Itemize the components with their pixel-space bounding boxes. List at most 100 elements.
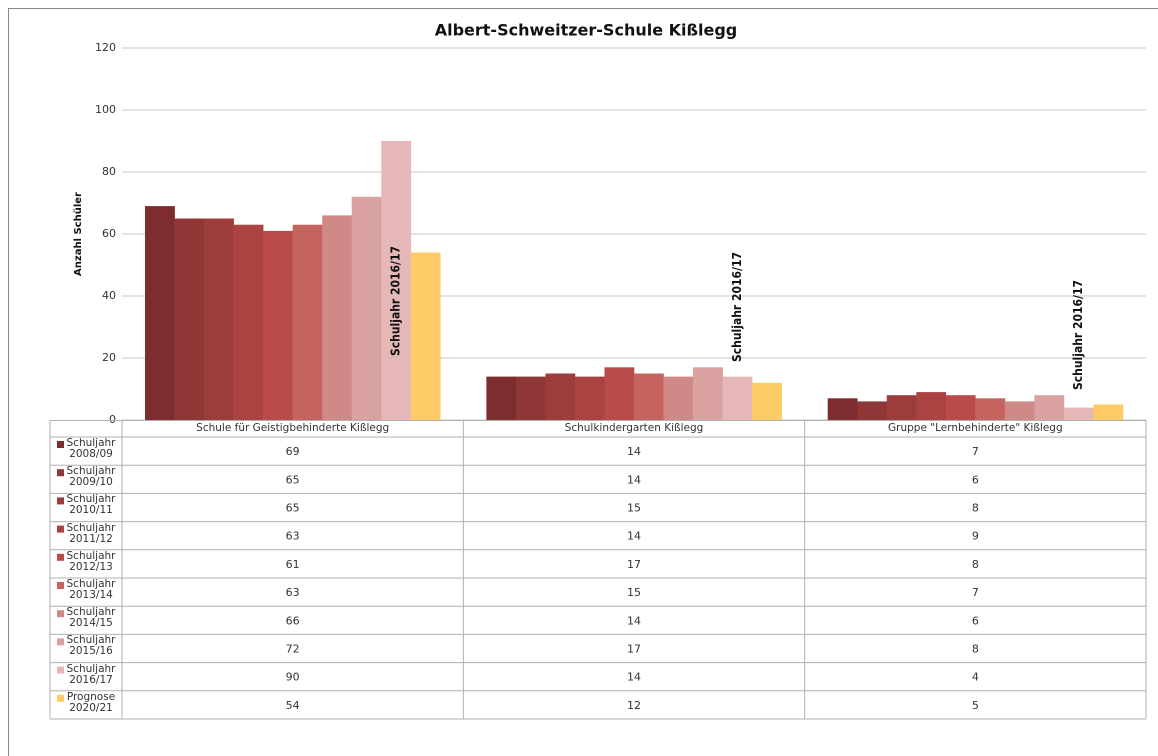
bar	[1034, 395, 1065, 420]
table-value: 65	[286, 502, 300, 515]
table-value: 14	[627, 445, 641, 458]
legend-swatch	[57, 469, 64, 477]
bar	[634, 373, 664, 420]
table-value: 72	[286, 643, 300, 656]
table-value: 4	[972, 671, 979, 684]
y-tick-label: 20	[102, 351, 116, 364]
table-value: 54	[286, 699, 300, 712]
table-value: 14	[627, 671, 641, 684]
y-tick-label: 80	[102, 165, 116, 178]
bar	[916, 392, 947, 420]
x-tick-label: Schulkindergarten Kißlegg	[565, 422, 704, 434]
table-value: 63	[286, 530, 300, 543]
bar	[827, 398, 858, 420]
bar	[515, 376, 546, 420]
legend-swatch	[57, 666, 64, 674]
legend-label: Schuljahr 2011/12	[66, 522, 116, 545]
legend-label: Schuljahr 2009/10	[66, 466, 116, 489]
legend-label: Schuljahr 2013/14	[66, 579, 116, 601]
table-value: 14	[627, 614, 641, 627]
legend-label: Schuljahr 2010/11	[66, 494, 116, 517]
legend-swatch	[57, 582, 64, 589]
bar	[975, 398, 1006, 420]
annotation: Schuljahr 2016/17	[389, 246, 403, 356]
bar	[857, 401, 888, 420]
bar	[1093, 404, 1124, 420]
legend-label-box: Schuljahr 2008/09	[66, 438, 116, 460]
y-tick-label: 100	[95, 103, 116, 116]
table-value: 12	[627, 699, 641, 712]
legend-swatch	[57, 441, 64, 448]
legend-label-box: Schuljahr 2011/12	[66, 522, 116, 545]
legend-label-box: Schuljahr 2010/11	[66, 494, 116, 517]
bar	[351, 196, 382, 420]
table-value: 69	[286, 445, 300, 458]
bar	[693, 367, 723, 420]
legend-label-box: Schuljahr 2013/14	[66, 579, 116, 601]
legend-label-box: Schuljahr 2015/16	[66, 635, 116, 658]
bar	[886, 395, 917, 420]
legend-label: Schuljahr 2016/17	[66, 663, 116, 686]
legend-label-box: Schuljahr 2009/10	[66, 466, 116, 489]
table-value: 66	[286, 614, 300, 627]
x-tick-label: Schule für Geistigbehinderte Kißlegg	[196, 422, 389, 434]
table-value: 65	[286, 473, 300, 486]
table-value: 17	[627, 643, 641, 656]
bar	[545, 373, 576, 420]
frame	[8, 8, 1158, 756]
legend-swatch	[57, 553, 64, 561]
bar	[145, 206, 175, 420]
bar	[486, 376, 517, 420]
bar	[722, 376, 753, 420]
legend-label: Schuljahr 2008/09	[66, 438, 116, 460]
legend-label-box: Schuljahr 2012/13	[66, 550, 116, 573]
table-value: 6	[972, 473, 979, 486]
bar	[604, 367, 635, 420]
table-value: 90	[286, 671, 300, 684]
table-value: 14	[627, 473, 641, 486]
legend-swatch	[57, 497, 64, 505]
table-value: 15	[627, 502, 641, 515]
chart-title: Albert-Schweitzer-Schule Kißlegg	[435, 21, 738, 40]
bar	[233, 224, 264, 420]
legend-label: Prognose 2020/21	[66, 691, 116, 714]
legend-label: Schuljahr 2014/15	[66, 607, 116, 630]
table-value: 15	[627, 586, 641, 599]
legend-label: Schuljahr 2015/16	[66, 635, 116, 658]
table-value: 63	[286, 586, 300, 599]
legend-label: Schuljahr 2012/13	[66, 550, 116, 573]
table-value: 61	[286, 558, 300, 571]
y-tick-label: 0	[109, 413, 116, 426]
bar	[410, 252, 441, 420]
table-value: 8	[972, 502, 979, 515]
legend-swatch	[57, 610, 64, 618]
bar	[752, 382, 782, 420]
bar	[204, 218, 234, 420]
legend-label-box: Prognose 2020/21	[66, 691, 116, 714]
annotation: Schuljahr 2016/17	[1071, 280, 1085, 390]
table-value: 5	[972, 699, 979, 712]
annotation: Schuljahr 2016/17	[730, 252, 744, 362]
legend-label-box: Schuljahr 2014/15	[66, 607, 116, 630]
table-value: 8	[972, 558, 979, 571]
table-value: 6	[972, 614, 979, 627]
table-value: 8	[972, 643, 979, 656]
y-tick-label: 60	[102, 227, 116, 240]
y-tick-label: 40	[102, 289, 116, 302]
bar	[945, 395, 976, 420]
table-value: 9	[972, 530, 979, 543]
bar	[574, 376, 605, 420]
table-value: 7	[972, 586, 979, 599]
table-value: 17	[627, 558, 641, 571]
bar	[663, 376, 694, 420]
y-tick-label: 120	[95, 41, 116, 54]
x-tick-label: Gruppe "Lernbehinderte" Kißlegg	[888, 422, 1063, 434]
bar	[322, 215, 353, 420]
y-axis-label: Anzahl Schüler	[73, 192, 84, 276]
bar	[1004, 401, 1035, 420]
table-value: 7	[972, 445, 979, 458]
legend-swatch	[57, 638, 64, 646]
legend-swatch	[57, 694, 64, 702]
legend-label-box: Schuljahr 2016/17	[66, 663, 116, 686]
